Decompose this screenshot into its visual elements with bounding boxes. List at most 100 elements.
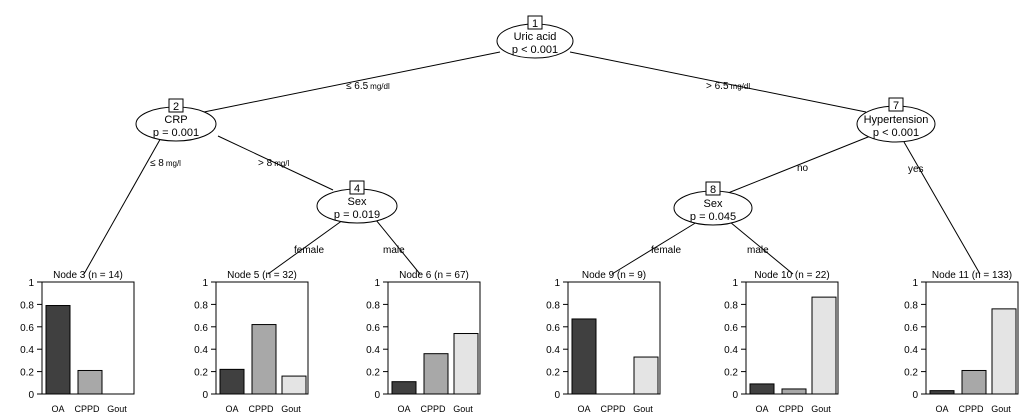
y-tick-label: 0.6 <box>20 323 34 334</box>
panel-title: Node 11 (n = 133) <box>932 270 1012 281</box>
edge-8-9 <box>611 221 698 275</box>
node-id-box <box>527 15 543 30</box>
y-tick-label: 0 <box>732 390 738 401</box>
x-tick-label: OA <box>51 404 64 414</box>
x-tick-label: CPPD <box>248 404 274 414</box>
x-tick-label: Gout <box>453 404 473 414</box>
edge-label-no: no <box>797 163 809 174</box>
y-tick-label: 0 <box>554 390 560 401</box>
y-tick-label: 0 <box>912 390 918 401</box>
x-tick-label: Gout <box>811 404 831 414</box>
bar-gout <box>281 375 307 395</box>
edge-4-5 <box>267 219 344 275</box>
node-id: 7 <box>893 100 899 112</box>
node-id: 1 <box>532 18 538 30</box>
y-tick-label: 1 <box>732 278 738 289</box>
node-id-box <box>349 180 365 195</box>
y-tick-label: 0.8 <box>194 300 208 311</box>
node-variable: Uric acid <box>514 31 557 43</box>
x-tick-label: Gout <box>991 404 1011 414</box>
x-tick-label: CPPD <box>420 404 446 414</box>
node-p-value: p = 0.019 <box>334 209 380 221</box>
y-tick-label: 0.2 <box>904 368 918 379</box>
bar-oa <box>929 390 955 395</box>
panel-title: Node 10 (n = 22) <box>754 270 829 281</box>
bar-cppd <box>251 324 277 395</box>
edge-7-11 <box>903 141 981 275</box>
inner-node-1: 1 Uric acid p < 0.001 <box>496 15 574 59</box>
edge-label-gt-8: > 8 mg/l <box>258 158 290 169</box>
inner-node-7: 7 Hypertension p < 0.001 <box>856 97 936 143</box>
inner-node-8: 8 Sex p = 0.045 <box>673 181 753 226</box>
terminal-node-charts: Node 3 (n = 14) 0 0.2 0.4 0.6 0.8 1 OA CPPD Gout N… <box>20 270 1019 414</box>
x-tick-label: OA <box>397 404 410 414</box>
bar-gout <box>811 296 837 395</box>
y-tick-label: 1 <box>28 278 34 289</box>
y-tick-label: 0.6 <box>724 323 738 334</box>
y-tick-label: 1 <box>202 278 208 289</box>
bar-oa <box>749 383 775 395</box>
x-tick-label: CPPD <box>74 404 100 414</box>
edge-label-male-8: male <box>747 245 769 256</box>
y-tick-label: 0.6 <box>904 323 918 334</box>
edge-label-yes: yes <box>908 164 924 175</box>
terminal-node-panel: Node 3 (n = 14) 0 0.2 0.4 0.6 0.8 1 OA CPPD Gout <box>20 270 135 414</box>
y-tick-label: 0 <box>374 390 380 401</box>
y-tick-label: 0.8 <box>724 300 738 311</box>
edge-1-7 <box>569 51 867 113</box>
x-tick-label: Gout <box>633 404 653 414</box>
y-tick-label: 0.8 <box>904 300 918 311</box>
x-tick-label: Gout <box>107 404 127 414</box>
panel-title: Node 6 (n = 67) <box>399 270 469 281</box>
y-tick-label: 0.2 <box>546 368 560 379</box>
x-tick-label: CPPD <box>600 404 626 414</box>
y-tick-label: 0.8 <box>366 300 380 311</box>
bar-oa <box>571 318 597 395</box>
node-id-box <box>705 181 721 196</box>
node-id-box <box>168 98 184 113</box>
node-id-box <box>888 97 904 112</box>
bar-oa <box>391 381 417 395</box>
y-tick-label: 0.8 <box>20 300 34 311</box>
bar-cppd <box>781 388 807 395</box>
edge-label-female-8: female <box>651 245 681 256</box>
node-p-value: p < 0.001 <box>512 44 558 56</box>
terminal-node-panel: Node 9 (n = 9) 0 0.2 0.4 0.6 0.8 1 OA CPPD Gout <box>546 270 661 414</box>
y-tick-label: 0.4 <box>194 345 208 356</box>
bar-oa <box>45 305 71 395</box>
panel-title: Node 3 (n = 14) <box>53 270 123 281</box>
node-variable: CRP <box>164 114 187 126</box>
x-tick-label: OA <box>225 404 238 414</box>
bar-oa <box>219 368 245 395</box>
x-tick-label: CPPD <box>778 404 804 414</box>
y-tick-label: 0.2 <box>194 368 208 379</box>
y-tick-label: 0.2 <box>20 368 34 379</box>
edge-label-male-4: male <box>383 245 405 256</box>
panel-title: Node 5 (n = 32) <box>227 270 297 281</box>
y-tick-label: 0 <box>28 390 34 401</box>
edge-label-gt-6.5: > 6.5 mg/dl <box>706 81 750 92</box>
edge-label-female-4: female <box>294 245 324 256</box>
y-tick-label: 0.4 <box>366 345 380 356</box>
terminal-node-panel: Node 10 (n = 22) 0 0.2 0.4 0.6 0.8 1 OA CPPD Gout <box>724 270 839 414</box>
edge-2-4 <box>217 135 334 191</box>
x-tick-label: OA <box>755 404 768 414</box>
node-variable: Sex <box>348 196 367 208</box>
node-p-value: p = 0.001 <box>153 127 199 139</box>
x-tick-label: CPPD <box>958 404 984 414</box>
inner-node-4: 4 Sex p = 0.019 <box>316 180 398 224</box>
panel-title: Node 9 (n = 9) <box>582 270 646 281</box>
y-tick-label: 0.2 <box>724 368 738 379</box>
node-id: 2 <box>173 101 179 113</box>
inner-node-2: 2 CRP p = 0.001 <box>135 98 217 142</box>
node-id: 8 <box>710 184 716 196</box>
edge-7-8 <box>727 134 874 194</box>
edge-1-2 <box>203 51 501 113</box>
y-tick-label: 1 <box>554 278 560 289</box>
edge-2-3 <box>83 135 163 275</box>
x-tick-label: OA <box>577 404 590 414</box>
bar-cppd <box>77 369 103 395</box>
bar-gout <box>633 356 659 395</box>
bar-gout <box>991 308 1017 395</box>
